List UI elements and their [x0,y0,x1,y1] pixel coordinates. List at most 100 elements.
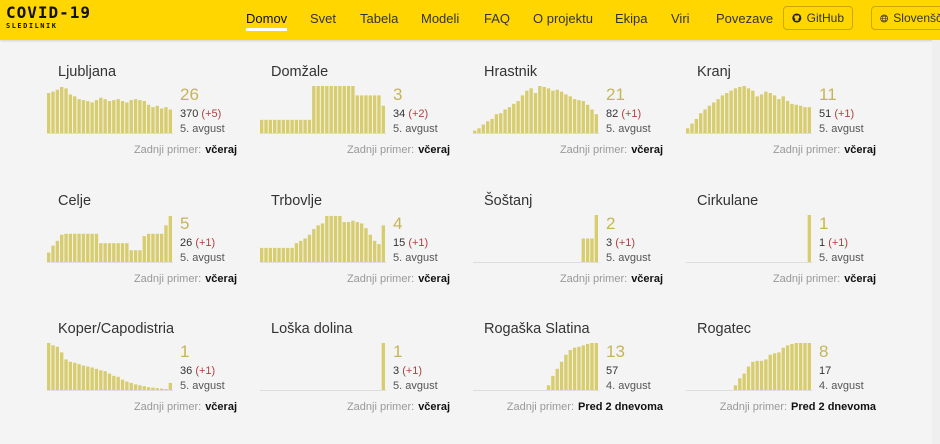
sparkline-bar [47,93,51,133]
sparkline-bar [64,359,68,390]
sparkline-bar [807,107,811,133]
language-selector[interactable]: Slovenšč [871,6,940,30]
sparkline-bar [546,88,551,133]
language-label: Slovenšč [893,11,940,25]
scrollbar-track[interactable] [932,40,940,444]
sparkline-bar [277,247,281,262]
sparkline-bar [159,233,164,262]
nav-item-svet[interactable]: Svet [310,11,337,26]
sparkline-bar [94,100,99,133]
sparkline-bar [168,382,172,390]
sparkline-bar [585,238,590,262]
sparkline-bar [112,243,116,262]
sparkline-bar [686,128,690,133]
logo[interactable]: COVID-19 SLEDILNIK [6,5,91,30]
nav-item-domov[interactable]: Domov [246,11,288,31]
last-case-value: včeraj [205,273,237,285]
sparkline-bar [733,385,738,390]
sparkline-bar [559,361,564,390]
last-case: Zadnji primer: Pred 2 dnevoma [507,401,663,413]
last-case-label: Zadnji primer: [133,401,202,413]
municipality-card[interactable]: Trbovlje 4 15 (+1) 5. avgust Zadnji primer: v… [260,193,450,303]
total-cases-line: 57 [606,365,618,377]
sparkline-bar [790,103,794,133]
total-cases: 15 [393,237,406,249]
municipality-card[interactable]: Hrastnik 21 82 (+1) 5. avgust Zadnji primer:… [473,64,663,174]
total-cases: 36 [180,365,193,377]
sparkline-bar [794,104,798,133]
nav-item-faq[interactable]: FAQ [484,11,511,26]
municipality-card[interactable]: Šoštanj 2 3 (+1) 5. avgust Zadnji primer: vče… [473,193,663,303]
github-label: GitHub [806,11,844,25]
sparkline-bar [64,88,68,133]
sparkline-bar [77,233,81,262]
sparkline-bar [477,128,481,133]
sparkline-svg [686,215,812,263]
municipality-card[interactable]: Rogatec 8 17 4. avgust Zadnji primer: Pred 2… [686,321,876,431]
active-cases: 13 [606,342,625,361]
sparkline-bar [133,99,138,133]
sparkline-bar [142,236,146,262]
sparkline-bar [107,243,112,262]
nav-item-modeli[interactable]: Modeli [421,11,460,26]
last-case: Zadnji primer: včeraj [560,144,663,156]
total-cases-line: 36 (+1) [180,365,215,377]
municipality-card[interactable]: Kranj 11 51 (+1) 5. avgust Zadnji primer: vče… [686,64,876,174]
active-cases: 3 [393,85,403,104]
sparkline-bar [264,247,268,262]
report-date: 5. avgust [393,123,438,135]
active-cases: 1 [393,342,403,361]
sparkline-bar [325,215,329,262]
total-cases: 17 [819,365,832,377]
github-button[interactable]: GitHub [783,6,853,30]
last-case-label: Zadnji primer: [719,401,788,413]
municipality-card[interactable]: Ljubljana 26 370 (+5) 5. avgust Zadnji prime… [47,64,237,174]
sparkline-bar [368,234,372,262]
municipality-card[interactable]: Rogaška Slatina 13 57 4. avgust Zadnji prim… [473,321,663,431]
municipality-name: Rogaška Slatina [484,321,590,337]
sparkline-bar [120,243,125,262]
sparkline-bar [155,105,159,133]
last-case-value: včeraj [205,401,237,413]
nav-item-ekipa[interactable]: Ekipa [615,11,648,26]
sparkline-svg [47,343,173,391]
sparkline-bar [55,240,60,262]
nav-item-tabela[interactable]: Tabela [360,11,399,26]
sparkline-svg [686,343,812,391]
sparkline-bar [690,123,694,133]
total-cases-line: 17 [819,365,831,377]
sparkline-bar [777,99,781,133]
last-case-label: Zadnji primer: [133,144,202,156]
nav-item-viri[interactable]: Viri [671,11,690,26]
sparkline-bar [316,225,320,262]
municipality-card[interactable]: Koper/Capodistria 1 36 (+1) 5. avgust Zadnji… [47,321,237,431]
sparkline-bar [312,229,316,262]
sparkline-bar [729,90,733,133]
sparkline-bar [47,343,51,390]
last-case-label: Zadnji primer: [772,273,841,285]
sparkline-bar [264,119,268,133]
sparkline-bar [168,215,172,262]
municipality-card[interactable]: Loška dolina 1 3 (+1) 5. avgust Zadnji prime… [260,321,450,431]
sparkline-bar [90,367,94,390]
sparkline-bar [581,345,585,390]
sparkline-bar [155,388,159,390]
nav-item-povezave[interactable]: Povezave [716,11,774,26]
sparkline-bar [86,101,90,133]
last-case-value: Pred 2 dnevoma [578,401,663,413]
sparkline-bar [368,95,372,133]
sparkline-bar [51,245,55,262]
sparkline-bar [99,243,103,262]
nav-item-o-projektu[interactable]: O projektu [533,11,593,26]
municipality-name: Koper/Capodistria [58,321,175,337]
municipality-card[interactable]: Domžale 3 34 (+2) 5. avgust Zadnji primer: vč… [260,64,450,174]
last-case-label: Zadnji primer: [346,144,415,156]
sparkline-bar [107,101,112,133]
daily-delta: (+1) [615,237,636,249]
sparkline-bar [60,352,64,390]
municipality-card[interactable]: Celje 5 26 (+1) 5. avgust Zadnji primer: včer… [47,193,237,303]
last-case: Zadnji primer: včeraj [347,273,450,285]
municipality-card[interactable]: Cirkulane 1 1 (+1) 5. avgust Zadnji primer: v… [686,193,876,303]
daily-delta: (+2) [408,108,429,120]
sparkline-bar [260,247,264,262]
